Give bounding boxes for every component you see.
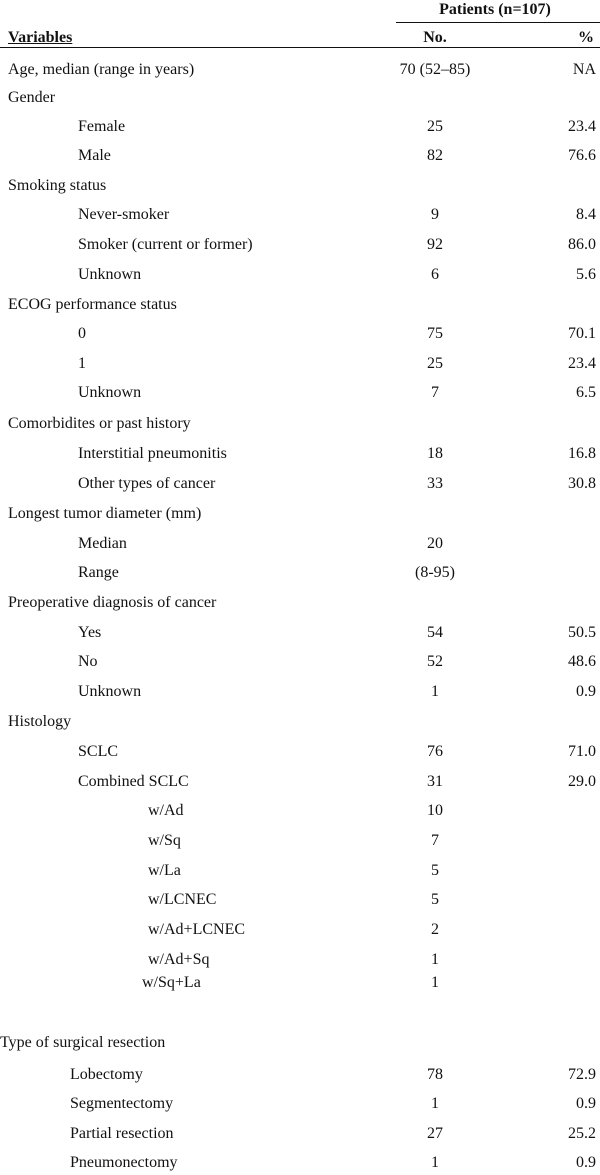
row-label: Yes [78, 624, 102, 641]
row-label: Female [78, 118, 126, 135]
percent-cell: 23.4 [568, 118, 596, 135]
row-label: Other types of cancer [78, 475, 216, 492]
row-label: 0 [78, 325, 86, 342]
count-cell: 70 (52–85) [399, 61, 471, 78]
row-label: w/Sq [148, 832, 181, 849]
count-cell: 10 [427, 802, 443, 819]
count-cell: 25 [427, 355, 443, 372]
row-label: Range [78, 564, 119, 581]
percent-cell: 0.9 [576, 1154, 596, 1171]
percent-cell: 70.1 [568, 325, 596, 342]
count-cell: 52 [427, 653, 443, 670]
row-label: Histology [8, 713, 72, 730]
row-label: Never-smoker [78, 206, 170, 223]
row-label: w/Ad+Sq [148, 951, 210, 968]
row-label: w/LCNEC [148, 891, 217, 908]
row-label: Preoperative diagnosis of cancer [8, 594, 217, 611]
percent-cell: 23.4 [568, 355, 596, 372]
row-label: Comorbidites or past history [8, 415, 191, 432]
count-cell: 1 [431, 1095, 439, 1112]
row-label: Interstitial pneumonitis [78, 445, 227, 462]
count-cell: 5 [431, 891, 439, 908]
percent-cell: 0.9 [576, 683, 596, 700]
row-label: Lobectomy [70, 1066, 143, 1083]
header-rule [0, 47, 600, 48]
row-label: Median [78, 535, 127, 552]
count-cell: 1 [431, 683, 439, 700]
percent-cell: 25.2 [568, 1125, 596, 1142]
count-cell: 9 [431, 206, 439, 223]
column-header: % [578, 29, 594, 46]
percent-cell: 16.8 [568, 445, 596, 462]
count-cell: 54 [427, 624, 443, 641]
count-cell: 92 [427, 236, 443, 253]
row-label: Unknown [78, 384, 142, 401]
percent-cell: 8.4 [576, 206, 596, 223]
count-cell: 33 [427, 475, 443, 492]
row-label: SCLC [78, 743, 119, 760]
row-label: Type of surgical resection [0, 1034, 166, 1051]
percent-cell: 72.9 [568, 1066, 596, 1083]
row-label: w/Ad+LCNEC [148, 921, 246, 938]
count-cell: 25 [427, 118, 443, 135]
count-cell: 1 [431, 974, 439, 991]
row-label: Partial resection [70, 1125, 174, 1142]
row-label: Gender [8, 89, 56, 106]
count-cell: 18 [427, 445, 443, 462]
row-label: Age, median (range in years) [8, 61, 195, 78]
row-label: Unknown [78, 683, 142, 700]
group-header: Patients (n=107) [439, 1, 551, 18]
row-label: No [78, 653, 98, 670]
row-label: 1 [78, 355, 86, 372]
percent-cell: 71.0 [568, 743, 596, 760]
column-header: Variables [8, 29, 73, 46]
row-label: Male [78, 147, 111, 164]
count-cell: 76 [427, 743, 443, 760]
percent-cell: 6.5 [576, 384, 596, 401]
percent-cell: 30.8 [568, 475, 596, 492]
count-cell: 82 [427, 147, 443, 164]
row-label: w/La [148, 862, 181, 879]
row-label: Smoker (current or former) [78, 236, 253, 253]
column-header: No. [423, 29, 447, 46]
row-label: Pneumonectomy [70, 1154, 178, 1171]
count-cell: 75 [427, 325, 443, 342]
group-rule [396, 22, 600, 23]
row-label: Longest tumor diameter (mm) [8, 505, 202, 522]
percent-cell: 0.9 [576, 1095, 596, 1112]
row-label: w/Sq+La [142, 974, 201, 991]
count-cell: 7 [431, 832, 439, 849]
count-cell: 78 [427, 1066, 443, 1083]
percent-cell: 86.0 [568, 236, 596, 253]
percent-cell: 76.6 [568, 147, 596, 164]
count-cell: 6 [431, 266, 439, 283]
count-cell: (8-95) [415, 564, 455, 581]
row-label: Segmentectomy [70, 1095, 174, 1112]
row-label: Combined SCLC [78, 773, 189, 790]
count-cell: 31 [427, 773, 443, 790]
count-cell: 1 [431, 951, 439, 968]
percent-cell: 48.6 [568, 653, 596, 670]
percent-cell: 5.6 [576, 266, 596, 283]
count-cell: 7 [431, 384, 439, 401]
count-cell: 27 [427, 1125, 443, 1142]
row-label: Unknown [78, 266, 142, 283]
row-label: Smoking status [8, 177, 107, 194]
percent-cell: 50.5 [568, 624, 596, 641]
count-cell: 2 [431, 921, 439, 938]
count-cell: 1 [431, 1154, 439, 1171]
percent-cell: NA [572, 61, 596, 78]
row-label: ECOG performance status [8, 296, 177, 313]
percent-cell: 29.0 [568, 773, 596, 790]
count-cell: 20 [427, 535, 443, 552]
count-cell: 5 [431, 862, 439, 879]
row-label: w/Ad [148, 802, 184, 819]
